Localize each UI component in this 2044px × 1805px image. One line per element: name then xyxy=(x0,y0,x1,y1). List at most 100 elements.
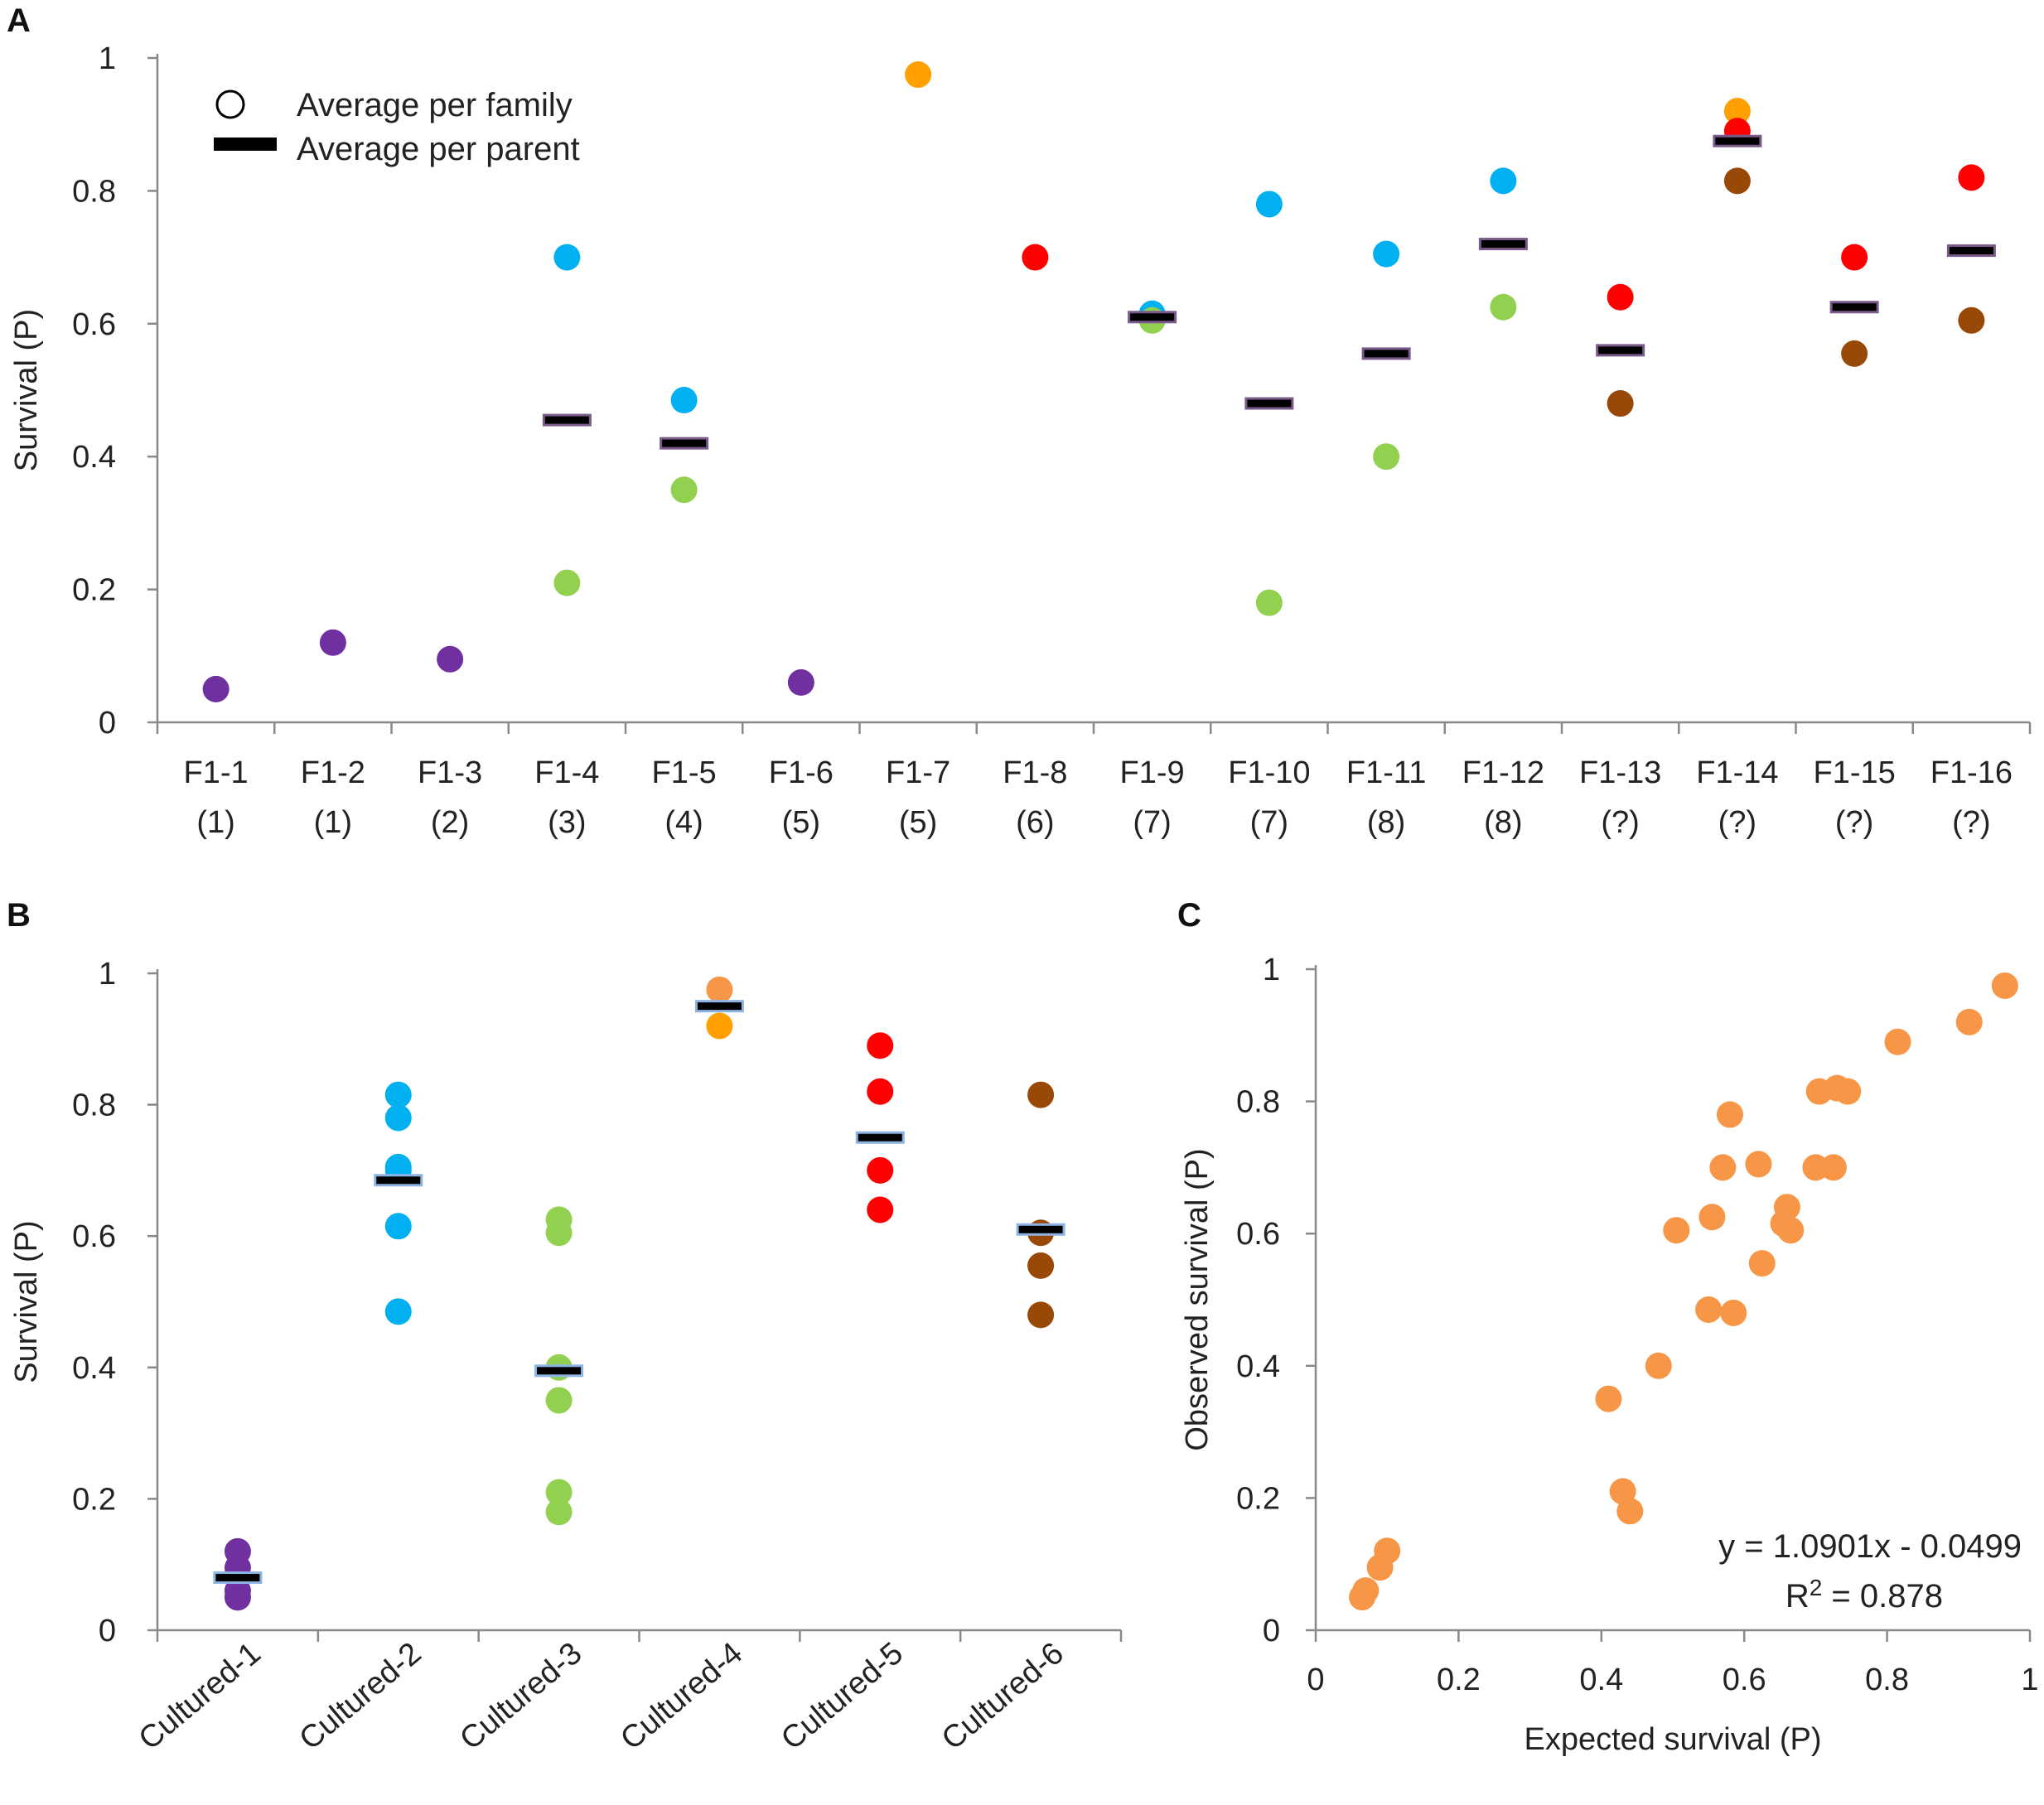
c-data-point xyxy=(1663,1217,1690,1244)
b-parent-mean-bar xyxy=(694,1000,744,1013)
c-data-point xyxy=(1955,1008,1983,1035)
c-data-point xyxy=(1884,1028,1911,1055)
a-y-tick-label: 0.2 xyxy=(72,573,116,608)
a-x-category-sublabel: (7) xyxy=(1133,805,1171,840)
b-y-tick-label: 0.6 xyxy=(72,1219,116,1254)
a-family-point xyxy=(1255,191,1283,218)
a-x-category-label: F1-16 xyxy=(1930,755,2013,790)
a-family-point xyxy=(1607,390,1634,417)
b-family-point xyxy=(545,1219,573,1247)
a-parent-mean-bar xyxy=(1244,397,1294,410)
a-legend-circle-icon xyxy=(215,89,245,119)
b-y-tick-label: 0 xyxy=(99,1614,116,1648)
a-family-point xyxy=(1373,240,1400,268)
c-data-point xyxy=(1834,1078,1862,1105)
c-x-tick-label: 0.6 xyxy=(1723,1663,1766,1697)
a-family-point xyxy=(1841,244,1868,271)
c-y-tick-label: 0.8 xyxy=(1236,1085,1280,1120)
b-family-point xyxy=(1027,1081,1055,1108)
c-x-tick-label: 0.4 xyxy=(1579,1663,1623,1697)
a-legend-parent-label: Average per parent xyxy=(297,131,580,167)
c-x-tick-label: 1 xyxy=(2021,1663,2038,1697)
a-family-point xyxy=(1723,167,1751,195)
b-x-category-label: Cultured-1 xyxy=(133,1636,268,1757)
a-x-category-sublabel: (8) xyxy=(1367,805,1405,840)
c-data-point xyxy=(1748,1250,1776,1277)
a-family-point xyxy=(1841,340,1868,367)
panel-letter-a: A xyxy=(7,2,31,39)
b-family-point xyxy=(384,1213,412,1240)
b-y-axis-title: Survival (P) xyxy=(9,1220,44,1383)
c-data-point xyxy=(1709,1154,1737,1181)
c-data-point xyxy=(1695,1296,1723,1323)
a-x-category-label: F1-11 xyxy=(1346,755,1426,790)
a-x-category-sublabel: (1) xyxy=(196,805,234,840)
c-data-point xyxy=(1716,1101,1743,1128)
a-x-category-sublabel: (3) xyxy=(548,805,586,840)
c-regression-equation: y = 1.0901x - 0.0499 xyxy=(1718,1528,2022,1565)
a-x-category-label: F1-7 xyxy=(886,755,950,790)
a-family-point xyxy=(787,668,814,696)
c-data-point xyxy=(1352,1577,1380,1605)
a-x-category-sublabel: (?) xyxy=(1835,805,1873,840)
a-x-category-label: F1-2 xyxy=(301,755,365,790)
b-family-point xyxy=(224,1584,251,1611)
c-data-point xyxy=(1645,1352,1672,1379)
a-family-point xyxy=(553,244,581,271)
c-data-point xyxy=(1745,1151,1772,1178)
a-x-category-sublabel: (5) xyxy=(899,805,937,840)
a-parent-mean-bar xyxy=(542,413,592,427)
b-x-category-label: Cultured-2 xyxy=(293,1636,428,1757)
a-x-category-sublabel: (?) xyxy=(1601,805,1639,840)
b-parent-mean-bar xyxy=(1016,1223,1065,1236)
c-r-squared: R2 = 0.878 xyxy=(1785,1575,1943,1614)
a-family-point xyxy=(202,675,230,702)
c-data-point xyxy=(1616,1498,1644,1525)
a-parent-mean-bar xyxy=(1946,244,1996,258)
a-family-point xyxy=(670,476,698,504)
a-y-axis-title: Survival (P) xyxy=(9,309,44,471)
panel-a-chart: 0 0.2 0.4 0.6 0.8 1 F1-1 (1) F1-2 (1) F1-3 (2) F1-4 (… xyxy=(9,41,2032,840)
a-family-point xyxy=(1022,244,1049,271)
c-y-tick-label: 0.2 xyxy=(1236,1481,1280,1516)
b-x-category-label: Cultured-4 xyxy=(614,1636,749,1757)
a-parent-mean-bar xyxy=(1829,301,1879,314)
a-family-point xyxy=(1607,283,1634,311)
a-x-category-sublabel: (2) xyxy=(431,805,469,840)
c-x-tick-label: 0.2 xyxy=(1437,1663,1481,1697)
b-family-point xyxy=(867,1156,894,1184)
c-x-tick-label: 0.8 xyxy=(1865,1663,1909,1697)
a-family-point xyxy=(670,387,698,414)
a-family-point xyxy=(1255,589,1283,616)
b-family-point xyxy=(384,1298,412,1325)
c-y-axis-title: Observed survival (P) xyxy=(1180,1148,1215,1450)
a-family-point xyxy=(319,629,346,656)
a-x-category-label: F1-9 xyxy=(1120,755,1185,790)
b-x-category-label: Cultured-5 xyxy=(775,1636,910,1757)
b-y-tick-label: 0.8 xyxy=(72,1088,116,1123)
c-data-point xyxy=(1777,1217,1805,1244)
c-data-point xyxy=(1720,1299,1747,1326)
a-parent-mean-bar xyxy=(1361,347,1411,360)
a-x-category-sublabel: (?) xyxy=(1718,805,1756,840)
c-y-tick-label: 1 xyxy=(1263,953,1280,987)
c-y-tick-label: 0.6 xyxy=(1236,1217,1280,1252)
panel-letter-c: C xyxy=(1177,897,1201,934)
a-family-point xyxy=(437,645,464,673)
a-x-category-label: F1-3 xyxy=(418,755,482,790)
a-x-category-sublabel: (7) xyxy=(1250,805,1288,840)
a-y-tick-label: 0 xyxy=(99,706,116,741)
a-x-category-label: F1-10 xyxy=(1228,755,1310,790)
b-parent-mean-bar xyxy=(374,1174,423,1187)
b-x-category-label: Cultured-6 xyxy=(935,1636,1070,1757)
a-x-category-sublabel: (4) xyxy=(664,805,703,840)
a-family-point xyxy=(1958,306,1985,334)
a-family-point xyxy=(905,61,932,89)
a-y-tick-label: 0.4 xyxy=(72,440,116,475)
a-y-tick-label: 0.6 xyxy=(72,307,116,342)
a-x-category-label: F1-12 xyxy=(1462,755,1544,790)
a-family-point xyxy=(1723,98,1751,125)
b-x-category-label: Cultured-3 xyxy=(453,1636,588,1757)
c-x-axis-title: Expected survival (P) xyxy=(1524,1722,1821,1757)
